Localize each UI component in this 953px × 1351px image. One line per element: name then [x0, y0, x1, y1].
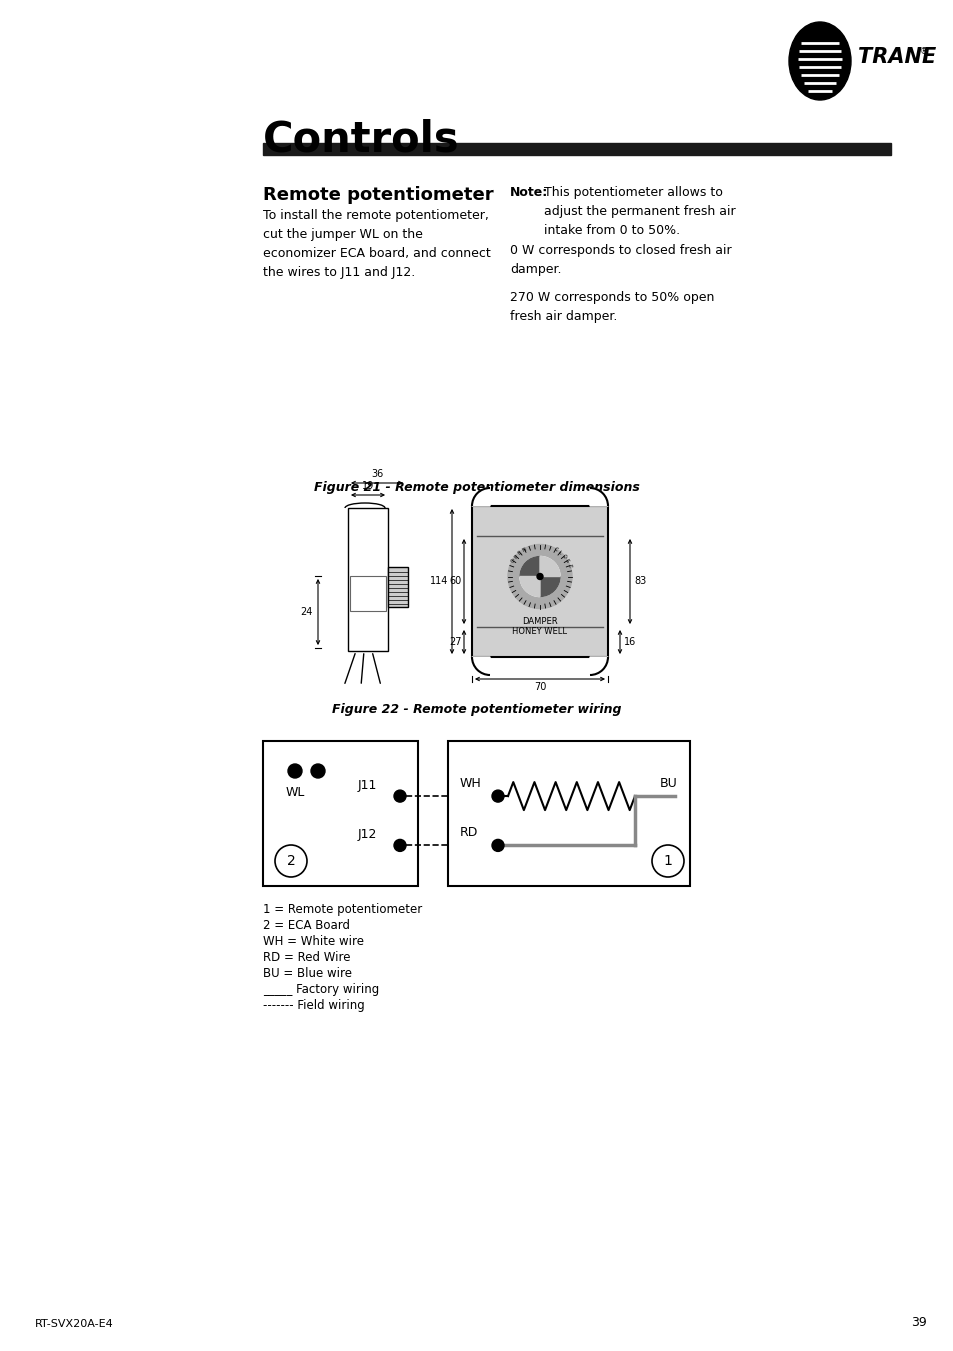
Text: 2: 2: [286, 854, 295, 867]
Text: C: C: [552, 547, 558, 553]
Text: BU = Blue wire: BU = Blue wire: [263, 967, 352, 979]
Text: 0 W corresponds to closed fresh air
damper.: 0 W corresponds to closed fresh air damp…: [510, 245, 731, 276]
Text: WH = White wire: WH = White wire: [263, 935, 364, 948]
Bar: [263, 143, 890, 155]
Bar: [348, 508, 388, 651]
Wedge shape: [472, 657, 490, 676]
Text: ®: ®: [919, 47, 927, 55]
Text: WH: WH: [459, 777, 481, 790]
Text: _____ Factory wiring: _____ Factory wiring: [263, 984, 379, 996]
Text: L: L: [557, 550, 562, 555]
Bar: [448, 740, 689, 886]
Text: E: E: [517, 550, 522, 555]
Text: O: O: [560, 554, 566, 559]
Wedge shape: [589, 488, 607, 507]
Text: J12: J12: [357, 828, 377, 842]
Bar: [263, 740, 417, 886]
Bar: [350, 576, 386, 611]
Text: RD: RD: [459, 827, 477, 839]
Text: 114: 114: [429, 577, 448, 586]
Text: Controls: Controls: [263, 119, 459, 161]
Text: This potentiometer allows to
adjust the permanent fresh air
intake from 0 to 50%: This potentiometer allows to adjust the …: [543, 186, 735, 236]
Wedge shape: [472, 488, 490, 507]
Wedge shape: [589, 657, 607, 676]
Circle shape: [274, 844, 307, 877]
Text: P: P: [513, 554, 518, 559]
Circle shape: [492, 790, 503, 802]
Text: 27: 27: [449, 638, 461, 647]
Text: BU: BU: [659, 777, 678, 790]
Text: O: O: [510, 558, 516, 563]
Text: 1 = Remote potentiometer: 1 = Remote potentiometer: [263, 902, 422, 916]
Text: 39: 39: [910, 1316, 926, 1329]
Text: Note:: Note:: [510, 186, 548, 199]
Bar: [388, 566, 408, 607]
Text: 83: 83: [634, 577, 645, 586]
Ellipse shape: [788, 22, 850, 100]
Text: Figure 22 - Remote potentiometer wiring: Figure 22 - Remote potentiometer wiring: [332, 703, 621, 716]
Text: 60: 60: [449, 577, 461, 586]
Wedge shape: [539, 557, 559, 577]
Circle shape: [651, 844, 683, 877]
Text: Figure 21 - Remote potentiometer dimensions: Figure 21 - Remote potentiometer dimensi…: [314, 481, 639, 494]
Circle shape: [537, 574, 542, 580]
Text: 16: 16: [623, 638, 636, 647]
Text: E: E: [566, 563, 572, 569]
Circle shape: [288, 765, 302, 778]
Wedge shape: [519, 577, 539, 597]
Wedge shape: [519, 557, 539, 577]
Wedge shape: [539, 577, 559, 597]
Circle shape: [519, 557, 559, 597]
Circle shape: [507, 544, 572, 608]
Circle shape: [394, 839, 406, 851]
Text: DAMPER: DAMPER: [521, 617, 558, 627]
Text: 2 = ECA Board: 2 = ECA Board: [263, 919, 350, 932]
Text: ------- Field wiring: ------- Field wiring: [263, 998, 364, 1012]
Text: 1: 1: [663, 854, 672, 867]
Text: 19: 19: [361, 481, 374, 490]
Text: RD = Red Wire: RD = Red Wire: [263, 951, 350, 965]
Text: S: S: [563, 558, 569, 563]
Text: 24: 24: [300, 607, 313, 617]
Text: 70: 70: [534, 682, 546, 692]
Text: To install the remote potentiometer,
cut the jumper WL on the
economizer ECA boa: To install the remote potentiometer, cut…: [263, 209, 490, 280]
Text: J11: J11: [357, 780, 377, 792]
Text: TRANE: TRANE: [857, 47, 935, 68]
Circle shape: [492, 839, 503, 851]
Circle shape: [311, 765, 325, 778]
Bar: [472, 507, 607, 657]
Text: 36: 36: [371, 469, 383, 480]
Text: RT-SVX20A-E4: RT-SVX20A-E4: [35, 1319, 113, 1329]
Text: 270 W corresponds to 50% open
fresh air damper.: 270 W corresponds to 50% open fresh air …: [510, 290, 714, 323]
Text: N: N: [521, 547, 527, 553]
Circle shape: [394, 790, 406, 802]
Text: HONEY WELL: HONEY WELL: [512, 627, 567, 635]
Text: WL: WL: [285, 786, 304, 798]
Text: Remote potentiometer: Remote potentiometer: [263, 186, 493, 204]
